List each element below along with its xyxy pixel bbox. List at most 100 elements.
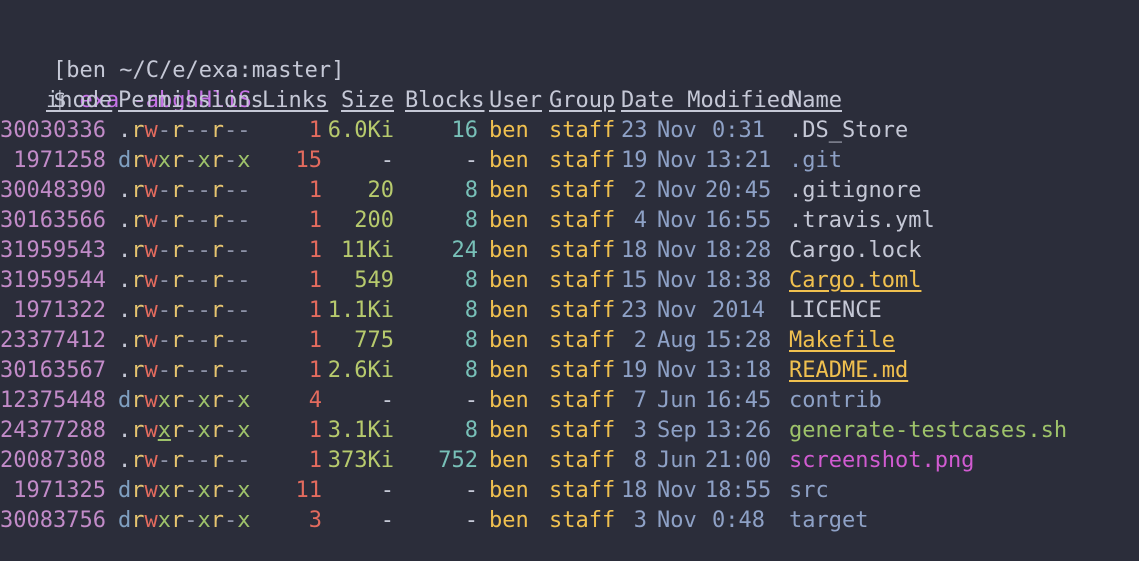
perm-bit: w [144, 118, 158, 143]
perm-bit: x [157, 148, 171, 173]
perm-bit: x [197, 418, 211, 443]
cell-size: - [380, 388, 394, 413]
cell-time: 15:28 [705, 328, 772, 353]
cell-links: 1 [308, 418, 322, 443]
perm-bit: r [210, 418, 224, 443]
cell-day: 2 [633, 178, 647, 203]
cell-inode: 30048390 [0, 178, 106, 203]
cell-permissions: .rw-r--r-- [118, 116, 251, 146]
table-row[interactable]: 1971325 drwxr-xr-x 11- - ben staff 18 Nov 18:55 s… [0, 476, 1139, 506]
cell-name[interactable]: LICENCE [789, 298, 882, 323]
perm-bit: r [131, 148, 145, 173]
prompt-branch: master [251, 58, 332, 83]
cell-size: 11Ki [341, 238, 394, 263]
perm-bit: - [237, 118, 251, 143]
cell-size: 775 [354, 328, 394, 353]
perm-bit: r [131, 388, 145, 413]
cell-name[interactable]: screenshot.png [789, 448, 975, 473]
cell-links: 15 [295, 148, 323, 173]
cell-links: 1 [308, 238, 322, 263]
cell-day: 18 [621, 238, 648, 263]
table-row[interactable]: 30083756 drwxr-xr-x 3- - ben staff 3 Nov 0:48 tar… [0, 506, 1139, 536]
cell-day: 18 [621, 478, 648, 503]
cell-blocks: - [464, 478, 478, 503]
cell-time: 18:55 [705, 478, 772, 503]
cell-name[interactable]: .DS_Store [789, 118, 909, 143]
perm-bit: w [144, 358, 158, 383]
cell-name[interactable]: .travis.yml [789, 208, 935, 233]
table-row[interactable]: 30048390 .rw-r--r-- 1 20 8 ben staff 2 Nov 20:45.… [0, 176, 1139, 206]
perm-bit: w [144, 148, 158, 173]
perm-bit: - [237, 298, 251, 323]
perm-bit: - [237, 178, 251, 203]
cell-name[interactable]: Makefile [789, 328, 895, 353]
cell-size: - [380, 508, 394, 533]
table-row[interactable]: 30030336 .rw-r--r-- 1 6.0Ki 16 ben staff 23 Nov 0… [0, 116, 1139, 146]
cell-name[interactable]: Cargo.lock [789, 238, 922, 263]
perm-bit: r [171, 298, 185, 323]
perm-bit: - [224, 148, 238, 173]
table-row[interactable]: 24377288 .rwxr-xr-x 1 3.1Ki 8 ben staff 3 Sep 13:… [0, 416, 1139, 446]
cell-blocks: 752 [438, 448, 478, 473]
perm-bit: x [237, 388, 251, 413]
cell-name[interactable]: .git [789, 148, 842, 173]
command-line[interactable]: $ exa -abghHliS [0, 56, 1139, 113]
cell-name[interactable]: generate-testcases.sh [789, 418, 1068, 443]
perm-bit: - [224, 208, 238, 233]
perm-bit: r [210, 508, 224, 533]
cell-name[interactable]: target [789, 508, 869, 533]
perm-bit: - [184, 298, 198, 323]
table-row[interactable]: 30163566 .rw-r--r-- 1 200 8 ben staff 4 Nov 16:55… [0, 206, 1139, 236]
perm-type: . [118, 418, 132, 443]
perm-bit: - [237, 328, 251, 353]
perm-bit: x [157, 508, 171, 533]
cell-group: staff [549, 508, 616, 533]
header-inode: inode [46, 88, 113, 113]
cell-name[interactable]: src [789, 478, 829, 503]
perm-bit: - [184, 478, 198, 503]
command-text: exa -abghHliS [79, 88, 252, 113]
cell-name[interactable]: Cargo.toml [789, 268, 922, 293]
perm-bit: - [224, 238, 238, 263]
perm-type: . [118, 328, 132, 353]
table-row[interactable]: 1971258 drwxr-xr-x 15- - ben staff 19 Nov 13:21.… [0, 146, 1139, 176]
perm-bit: - [184, 388, 198, 413]
perm-bit: r [210, 238, 224, 263]
cell-month: Sep [657, 418, 697, 443]
perm-bit: - [184, 508, 198, 533]
table-row[interactable]: 31959544 .rw-r--r-- 1 549 8 ben staff 15 Nov 18:3… [0, 266, 1139, 296]
cell-permissions: .rwxr-xr-x [118, 416, 251, 446]
cell-user: ben [489, 358, 529, 383]
cell-name[interactable]: README.md [789, 358, 909, 383]
perm-bit: - [237, 358, 251, 383]
table-row[interactable]: 1971322 .rw-r--r-- 1 1.1Ki 8 ben staff 23 Nov 201… [0, 296, 1139, 326]
perm-bit: r [171, 148, 185, 173]
table-row[interactable]: 30163567 .rw-r--r-- 1 2.6Ki 8 ben staff 19 Nov 13… [0, 356, 1139, 386]
table-row[interactable]: 31959543 .rw-r--r-- 1 11Ki 24 ben staff 18 Nov 18… [0, 236, 1139, 266]
table-row[interactable]: 12375448 drwxr-xr-x 4- - ben staff 7 Jun 16:45 co… [0, 386, 1139, 416]
perm-bit: r [171, 358, 185, 383]
perm-bit: r [171, 268, 185, 293]
perm-bit: r [131, 208, 145, 233]
table-row[interactable]: 23377412 .rw-r--r-- 1 775 8 ben staff 2 Aug 15:28… [0, 326, 1139, 356]
table-header: inode Permissions Links Size Blocks User… [0, 86, 1139, 116]
perm-bit: r [131, 328, 145, 353]
cell-day: 3 [633, 508, 647, 533]
cell-month: Nov [657, 298, 697, 323]
perm-bit: r [210, 208, 224, 233]
cell-user: ben [489, 268, 529, 293]
perm-bit: - [157, 208, 171, 233]
cell-group: staff [549, 118, 616, 143]
perm-bit: - [157, 178, 171, 203]
cell-name[interactable]: contrib [789, 388, 882, 413]
perm-bit: r [171, 508, 185, 533]
cell-permissions: drwxr-xr-x [118, 386, 251, 416]
perm-bit: x [197, 388, 211, 413]
table-row[interactable]: 20087308 .rw-r--r-- 1 373Ki 752 ben staff 8 Jun 2… [0, 446, 1139, 476]
cell-month: Jun [657, 388, 697, 413]
perm-bit: - [157, 118, 171, 143]
cell-links: 1 [308, 358, 322, 383]
cell-name[interactable]: .gitignore [789, 178, 922, 203]
cell-inode: 30163566 [0, 208, 106, 233]
